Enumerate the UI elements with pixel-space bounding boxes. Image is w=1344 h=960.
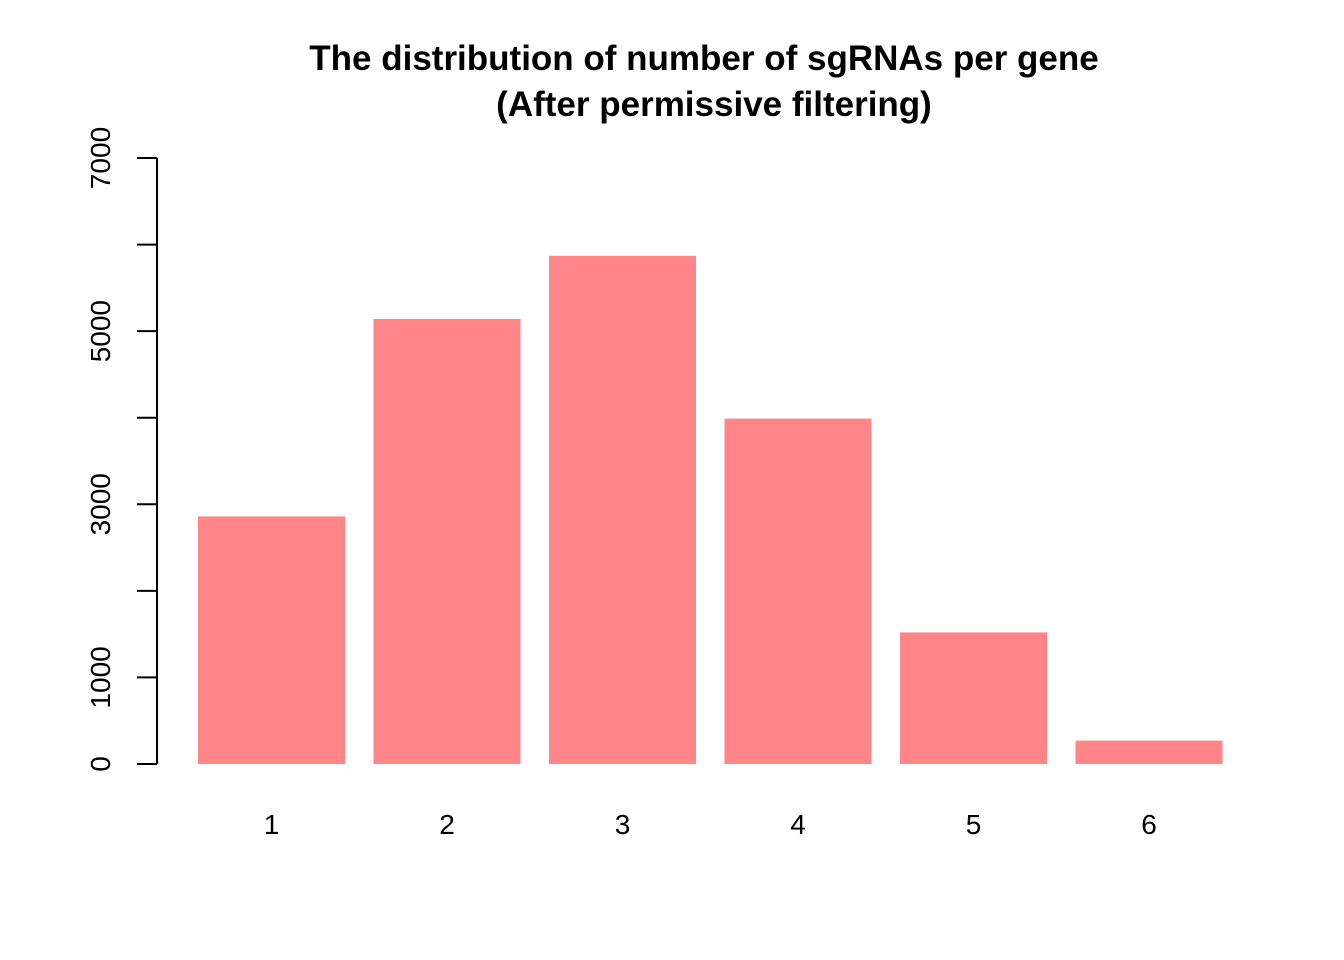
bar-5 [900, 632, 1047, 764]
y-tick-label: 0 [85, 756, 116, 772]
y-tick-label: 1000 [85, 646, 116, 708]
y-tick-label: 5000 [85, 300, 116, 362]
chart-subtitle: (After permissive filtering) [496, 85, 932, 124]
x-tick-label: 3 [615, 809, 631, 840]
bar-1 [198, 516, 345, 764]
bar-4 [724, 418, 872, 764]
y-axis: 0 1000 3000 5000 7000 [85, 127, 158, 772]
bar-3 [549, 255, 696, 765]
x-tick-label: 2 [439, 809, 455, 840]
x-tick-label: 4 [790, 809, 806, 840]
x-axis-labels: 1 2 3 4 5 6 [264, 809, 1157, 840]
bar-2 [373, 319, 521, 764]
x-tick-label: 6 [1141, 809, 1157, 840]
bar-6 [1075, 740, 1223, 764]
y-tick-label: 7000 [85, 127, 116, 189]
bars-group [198, 255, 1223, 765]
chart-title: The distribution of number of sgRNAs per… [309, 39, 1098, 78]
x-tick-label: 1 [264, 809, 280, 840]
y-tick-label: 3000 [85, 473, 116, 535]
x-tick-label: 5 [966, 809, 982, 840]
